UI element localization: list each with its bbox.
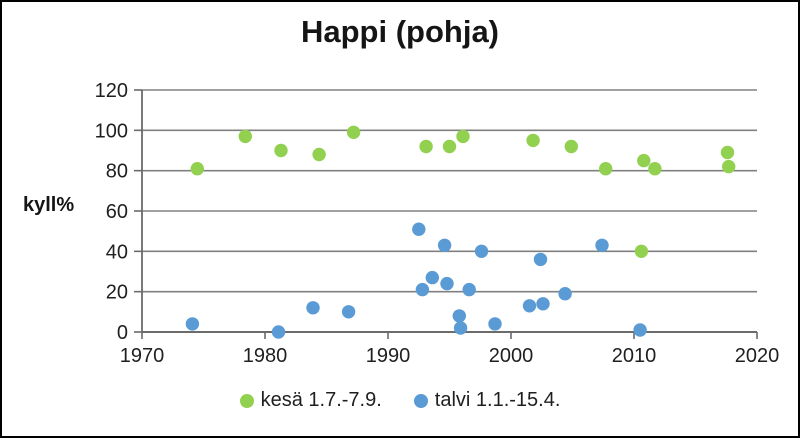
data-point-talvi <box>425 270 439 285</box>
legend-label-talvi: talvi 1.1.-15.4. <box>434 389 561 411</box>
y-tick-label-80: 80 <box>106 161 128 183</box>
y-tick-label-100: 100 <box>95 120 128 142</box>
data-point-kesa <box>526 133 540 148</box>
data-point-kesa <box>346 125 361 139</box>
x-tick-label-2010: 2010 <box>612 345 657 367</box>
data-point-talvi <box>633 323 647 337</box>
data-point-talvi <box>488 317 502 331</box>
y-tick-label-20: 20 <box>106 282 128 304</box>
data-point-talvi <box>558 287 572 301</box>
data-point-kesa <box>634 244 649 258</box>
data-point-talvi <box>185 317 200 331</box>
legend: kesä 1.7.-7.9. talvi 1.1.-15.4. <box>2 389 798 412</box>
data-point-talvi <box>437 238 452 252</box>
kesa-series-dot-icon <box>239 393 254 408</box>
x-tick-label-2020: 2020 <box>735 345 780 367</box>
data-point-kesa <box>312 147 326 162</box>
data-point-kesa <box>720 145 735 160</box>
data-point-talvi <box>453 321 468 335</box>
data-point-kesa <box>599 162 613 176</box>
y-tick-label-60: 60 <box>106 201 128 223</box>
data-point-kesa <box>190 162 204 176</box>
data-point-talvi <box>440 276 454 291</box>
legend-label-kesa: kesä 1.7.-7.9. <box>260 389 382 411</box>
data-point-kesa <box>637 153 651 168</box>
x-tick-label-1980: 1980 <box>243 345 288 367</box>
data-point-talvi <box>595 238 609 252</box>
y-axis-title: kyll% <box>23 194 75 216</box>
x-tick-label-1990: 1990 <box>366 345 411 367</box>
y-tick-label-120: 120 <box>95 80 128 102</box>
y-tick-label-40: 40 <box>106 241 128 263</box>
data-point-talvi <box>415 282 430 297</box>
data-point-talvi <box>474 244 489 258</box>
data-point-talvi <box>271 325 286 339</box>
legend-item-kesa: kesä 1.7.-7.9. <box>239 389 382 412</box>
talvi-series-dot-icon <box>413 393 428 408</box>
data-point-talvi <box>522 299 537 313</box>
data-point-kesa <box>238 129 252 144</box>
x-tick-label-1970: 1970 <box>120 345 165 367</box>
y-tick-label-0: 0 <box>117 322 128 344</box>
data-point-kesa <box>722 159 736 174</box>
data-point-kesa <box>442 139 457 154</box>
chart-title: Happi (pohja) <box>300 14 500 49</box>
data-point-kesa <box>564 139 578 154</box>
data-point-kesa <box>419 139 433 154</box>
data-point-talvi <box>533 252 548 267</box>
data-point-talvi <box>536 297 550 311</box>
data-point-talvi <box>412 222 426 236</box>
data-point-talvi <box>306 301 320 315</box>
data-point-kesa <box>456 129 470 144</box>
x-tick-label-2000: 2000 <box>489 345 534 367</box>
legend-item-talvi: talvi 1.1.-15.4. <box>413 389 561 412</box>
data-point-talvi <box>452 309 466 323</box>
data-point-talvi <box>462 282 476 297</box>
data-point-kesa <box>274 143 288 158</box>
data-point-kesa <box>648 162 662 176</box>
data-point-talvi <box>341 305 356 319</box>
